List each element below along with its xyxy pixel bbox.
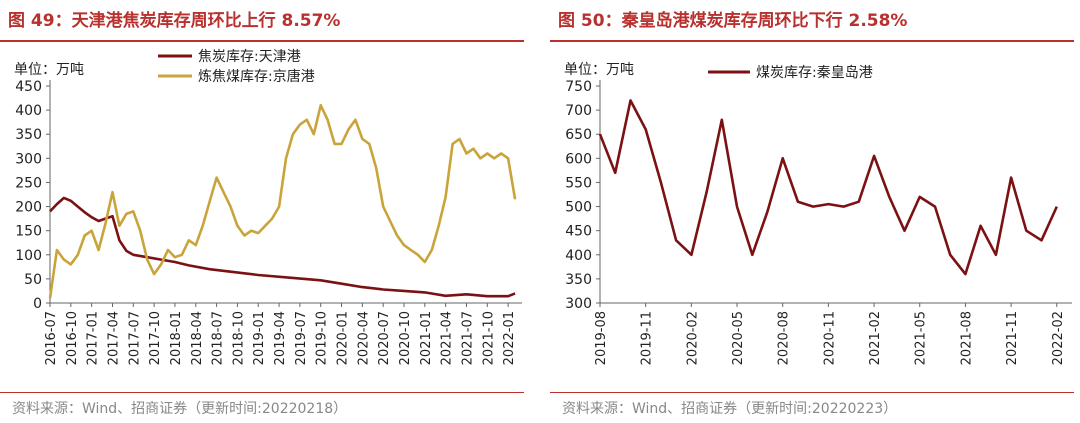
x-tick-label: 2017-10 <box>148 311 163 365</box>
x-tick-label: 2020-11 <box>822 311 837 365</box>
y-tick-label: 100 <box>15 248 42 264</box>
unit-label: 单位：万吨 <box>14 62 84 78</box>
y-tick-label: 150 <box>15 224 42 240</box>
source-note: 资料来源：Wind、招商证券（更新时间:20220218） <box>12 401 348 417</box>
y-tick-label: 400 <box>565 248 592 264</box>
x-tick-label: 2016-10 <box>65 311 80 365</box>
x-tick-label: 2020-07 <box>377 311 392 365</box>
y-tick-label: 450 <box>565 224 592 240</box>
y-tick-label: 600 <box>565 151 592 167</box>
series-line <box>48 104 517 299</box>
x-tick-label: 2017-07 <box>127 311 142 365</box>
x-tick-label: 2018-04 <box>190 311 205 365</box>
x-tick-label: 2018-07 <box>211 311 226 365</box>
x-tick-label: 2019-10 <box>315 311 330 365</box>
y-tick-label: 300 <box>565 296 592 312</box>
x-tick-label: 2019-11 <box>640 311 655 365</box>
legend-label: 焦炭库存:天津港 <box>198 49 301 65</box>
x-tick-label: 2018-10 <box>231 311 246 365</box>
unit-label: 单位：万吨 <box>564 62 634 78</box>
y-tick-label: 650 <box>565 127 592 143</box>
y-tick-label: 750 <box>565 79 592 95</box>
y-tick-label: 0 <box>33 296 42 312</box>
series-line <box>49 196 516 298</box>
x-tick-label: 2017-01 <box>86 311 101 365</box>
x-tick-label: 2020-01 <box>336 311 351 365</box>
line-chart-tianjin: 单位：万吨 0 50 100 150 200 250 300 350 400 450 2016-07 2… <box>14 49 522 365</box>
x-tick-label: 2019-07 <box>294 311 309 365</box>
x-tick-label: 2020-02 <box>685 311 700 365</box>
x-tick-label: 2020-08 <box>777 311 792 365</box>
y-tick-label: 300 <box>15 151 42 167</box>
source-note: 资料来源：Wind、招商证券（更新时间:20220223） <box>562 401 898 417</box>
x-tick-label: 2018-01 <box>169 311 184 365</box>
title-divider <box>0 40 524 42</box>
y-tick-label: 700 <box>565 103 592 119</box>
y-tick-label: 200 <box>15 200 42 216</box>
x-tick-label: 2019-01 <box>252 311 267 365</box>
x-tick-label: 2022-02 <box>1051 311 1066 365</box>
x-tick-label: 2016-07 <box>44 311 59 365</box>
y-tick-label: 350 <box>565 272 592 288</box>
y-tick-label: 50 <box>24 272 42 288</box>
chart-title: 图 50：秦皇岛港煤炭库存周环比下行 2.58% <box>558 11 908 31</box>
x-tick-label: 2019-08 <box>594 311 609 365</box>
source-divider <box>0 392 524 393</box>
y-tick-label: 500 <box>565 200 592 216</box>
x-tick-label: 2021-10 <box>481 311 496 365</box>
x-tick-label: 2021-01 <box>419 311 434 365</box>
series-line <box>598 99 1058 276</box>
title-divider <box>550 40 1074 42</box>
x-tick-label: 2020-10 <box>398 311 413 365</box>
y-tick-label: 400 <box>15 103 42 119</box>
line-chart-qinhuangdao: 单位：万吨 300 350 400 450 500 550 600 650 700 750 2019-… <box>564 62 1072 365</box>
x-tick-label: 2021-08 <box>959 311 974 365</box>
x-tick-label: 2020-04 <box>356 311 371 365</box>
x-tick-label: 2021-05 <box>914 311 929 365</box>
x-tick-label: 2019-04 <box>273 311 288 365</box>
x-tick-label: 2021-04 <box>440 311 455 365</box>
y-tick-label: 250 <box>15 175 42 191</box>
x-tick-label: 2022-01 <box>502 311 517 365</box>
right-chart-panel: 图 50：秦皇岛港煤炭库存周环比下行 2.58% 单位：万吨 300 350 400 4… <box>550 0 1080 423</box>
chart-title: 图 49：天津港焦炭库存周环比上行 8.57% <box>8 11 341 31</box>
left-chart-panel: 图 49：天津港焦炭库存周环比上行 8.57% 单位：万吨 0 50 100 150 20… <box>0 0 530 423</box>
y-tick-label: 350 <box>15 127 42 143</box>
y-tick-label: 450 <box>15 79 42 95</box>
x-tick-label: 2021-02 <box>868 311 883 365</box>
source-divider <box>550 392 1074 393</box>
y-tick-label: 550 <box>565 175 592 191</box>
x-tick-label: 2021-07 <box>460 311 475 365</box>
legend-label: 炼焦煤库存:京唐港 <box>198 68 315 85</box>
x-tick-label: 2017-04 <box>106 311 121 365</box>
x-tick-label: 2021-11 <box>1005 311 1020 365</box>
x-tick-label: 2020-05 <box>731 311 746 365</box>
legend-label: 煤炭库存:秦皇岛港 <box>756 65 873 81</box>
